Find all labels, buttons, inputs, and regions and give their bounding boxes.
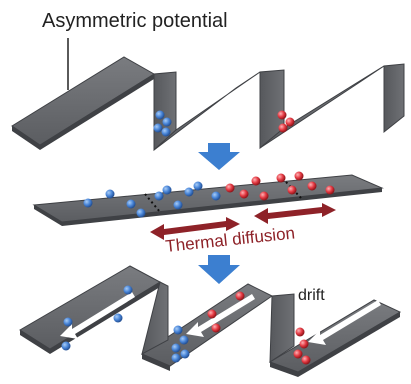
blue-particle	[162, 185, 172, 195]
red-particle	[301, 355, 311, 365]
red-particle	[235, 291, 245, 301]
bottom-slope-1	[19, 265, 162, 350]
blue-particle	[171, 343, 181, 353]
blue-particle	[173, 325, 183, 335]
drift-arrow-1	[60, 292, 135, 339]
blue-particle	[136, 208, 146, 218]
red-particle	[211, 323, 221, 333]
red-particle	[207, 309, 217, 319]
sawtooth-top	[11, 56, 405, 152]
flat-plane-edge-left	[34, 205, 62, 226]
top-slope-1	[11, 56, 155, 146]
red-particle	[325, 185, 335, 195]
blue-particle	[105, 189, 115, 199]
blue-particle	[153, 123, 163, 133]
red-particle	[299, 339, 309, 349]
bottom-wall-2	[269, 293, 295, 363]
diagram-title: Asymmetric potential	[42, 10, 228, 32]
red-particle	[295, 327, 305, 337]
bottom-edge-1	[20, 330, 50, 354]
red-particle	[293, 349, 303, 359]
thermal-arrow-left	[150, 217, 240, 240]
blue-particle	[171, 353, 181, 363]
blue-particle	[61, 341, 71, 351]
bottom-particles	[61, 285, 311, 365]
blue-particle	[173, 200, 183, 210]
red-particle	[225, 183, 235, 193]
red-particle	[239, 189, 249, 199]
top-edge-2	[40, 74, 154, 150]
blue-particle	[83, 198, 93, 208]
bottom-wall-1	[141, 281, 169, 355]
down-arrow-icon	[198, 255, 240, 284]
blue-particle	[184, 187, 194, 197]
bottom-edge-2	[50, 282, 160, 354]
red-particle	[294, 171, 304, 181]
red-particle	[259, 191, 269, 201]
blue-particle	[161, 127, 171, 137]
blue-particle	[179, 335, 189, 345]
middle-particles	[83, 171, 335, 218]
blue-particle	[63, 317, 73, 327]
blue-particle	[180, 349, 190, 359]
drift-label: drift	[298, 287, 325, 304]
red-particle	[287, 185, 297, 195]
top-wall-3	[383, 63, 405, 134]
top-wall-2	[259, 69, 285, 150]
bottom-edge-4	[270, 362, 298, 377]
top-edge-1	[12, 126, 40, 150]
blue-particle	[193, 181, 203, 191]
top-particles	[153, 110, 295, 137]
blue-particle	[155, 110, 165, 120]
arrow-left-icon	[60, 292, 381, 345]
top-wall-1	[153, 71, 177, 152]
blue-particle	[126, 199, 136, 209]
red-particle	[285, 117, 295, 127]
blue-particle	[123, 285, 133, 295]
blue-particle	[113, 313, 123, 323]
blue-particle	[211, 191, 221, 201]
blue-particle	[162, 117, 172, 127]
red-particle	[307, 181, 317, 191]
bottom-edge-3	[142, 354, 170, 371]
blue-particle	[154, 191, 164, 201]
red-particle	[251, 176, 261, 186]
red-particle	[276, 173, 286, 183]
flat-plane-top	[32, 174, 384, 223]
red-particle	[278, 123, 288, 133]
down-arrow-icon	[198, 143, 240, 170]
divider-line	[144, 193, 161, 213]
drift-arrow-2	[186, 294, 255, 337]
thermal-arrow-right	[254, 203, 336, 224]
double-arrow-icon	[150, 203, 336, 240]
drift-arrow-3	[308, 300, 381, 345]
bottom-edge-5	[298, 312, 400, 377]
red-particle	[277, 110, 287, 120]
